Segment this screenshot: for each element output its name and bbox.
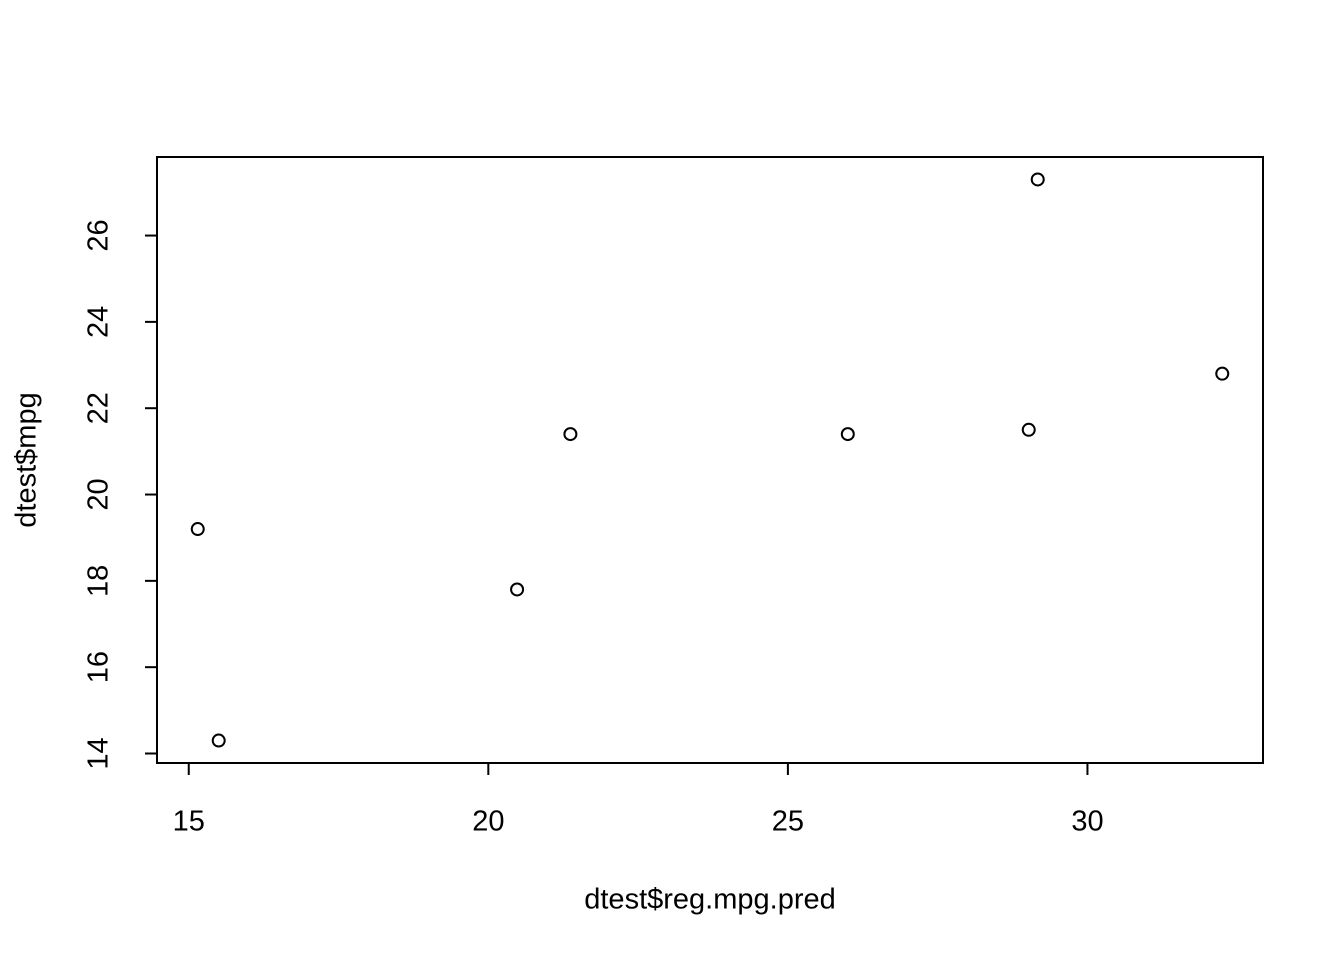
point xyxy=(840,427,855,442)
x-axis-label: dtest$reg.mpg.pred xyxy=(584,884,835,916)
x-tick-label: 20 xyxy=(472,806,504,838)
point xyxy=(563,427,578,442)
y-tick-label: 22 xyxy=(83,392,115,424)
y-tick-label: 18 xyxy=(83,565,115,597)
plot-frame xyxy=(156,156,1264,764)
point xyxy=(1215,366,1230,381)
x-tick-label: 25 xyxy=(772,806,804,838)
x-tick-label: 30 xyxy=(1071,806,1103,838)
point xyxy=(510,582,525,597)
y-tick-label: 14 xyxy=(83,737,115,769)
y-tick-label: 20 xyxy=(83,478,115,510)
y-axis-label: dtest$mpg xyxy=(11,392,43,527)
point xyxy=(211,733,226,748)
point xyxy=(190,522,205,537)
point xyxy=(1021,422,1036,437)
y-tick-label: 16 xyxy=(83,651,115,683)
point xyxy=(1030,172,1045,187)
x-tick-label: 15 xyxy=(173,806,205,838)
y-tick-label: 26 xyxy=(83,219,115,251)
y-tick-label: 24 xyxy=(83,306,115,338)
